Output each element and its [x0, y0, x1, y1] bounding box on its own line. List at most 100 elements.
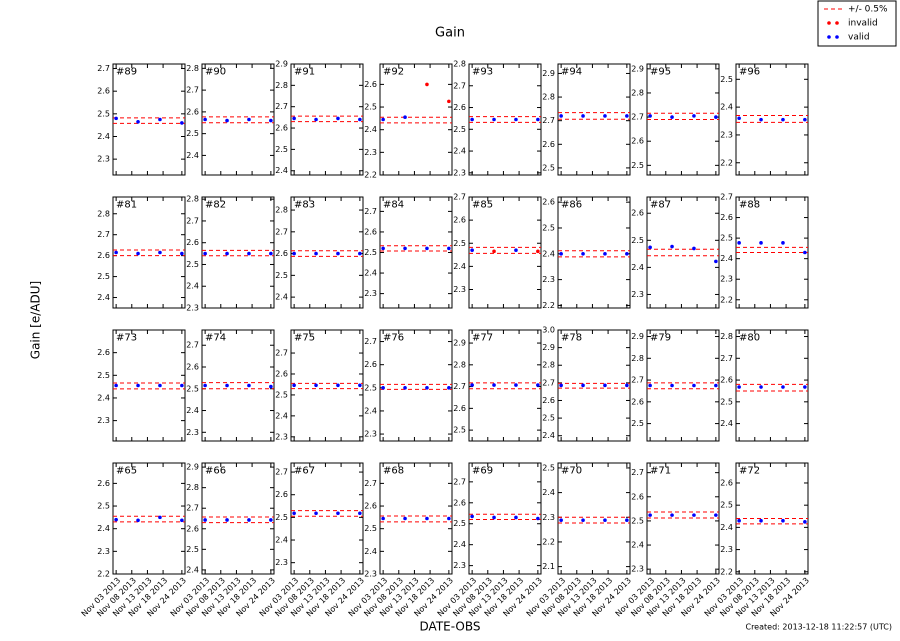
- valid-point: [625, 114, 629, 118]
- y-tick-label: 2.4: [631, 263, 644, 272]
- valid-point: [136, 518, 140, 523]
- y-tick-label: 2.4: [631, 541, 644, 550]
- legend-dot: [827, 35, 831, 39]
- valid-point: [269, 518, 273, 522]
- x-axis-label: DATE-OBS: [420, 620, 481, 634]
- y-tick-label: 2.6: [275, 249, 288, 258]
- valid-point: [692, 114, 696, 118]
- y-tick-label: 2.5: [275, 271, 288, 280]
- y-tick-label: 2.5: [720, 75, 733, 84]
- panel-frame: [646, 329, 720, 442]
- valid-point: [803, 117, 807, 122]
- valid-point: [737, 116, 741, 121]
- y-tick-label: 2.3: [364, 289, 377, 298]
- y-tick-label: 2.6: [453, 404, 466, 413]
- y-tick-label: 2.6: [275, 124, 288, 133]
- y-tick-label: 2.6: [542, 140, 555, 149]
- y-tick-label: 2.7: [720, 193, 733, 202]
- y-tick-label: 2.5: [720, 234, 733, 243]
- valid-point: [514, 383, 518, 387]
- y-tick-label: 2.5: [97, 371, 110, 380]
- legend-dot: [835, 35, 839, 39]
- y-tick-label: 2.6: [275, 369, 288, 378]
- valid-point: [203, 383, 207, 388]
- y-tick-label: 2.4: [364, 125, 377, 134]
- valid-point: [381, 516, 385, 521]
- y-tick-label: 2.3: [631, 565, 644, 574]
- y-tick-label: 2.4: [542, 488, 555, 497]
- panel-frame: [290, 196, 364, 309]
- y-tick-label: 2.4: [97, 293, 110, 302]
- valid-point: [803, 520, 807, 524]
- y-tick-label: 2.5: [631, 161, 644, 170]
- y-tick-label: 2.2: [364, 171, 377, 180]
- y-tick-label: 2.3: [364, 430, 377, 439]
- figure-title: Gain: [435, 26, 465, 41]
- panel-label: #93: [472, 66, 493, 77]
- panel-label: #78: [561, 332, 582, 343]
- panel-label: #91: [294, 66, 315, 77]
- valid-point: [692, 246, 696, 251]
- y-tick-label: 2.5: [453, 519, 466, 528]
- panel-frame: [290, 329, 364, 442]
- y-tick-label: 2.6: [542, 198, 555, 207]
- valid-point: [470, 248, 474, 252]
- y-tick-label: 2.7: [275, 227, 288, 236]
- y-tick-label: 2.7: [720, 354, 733, 363]
- y-tick-label: 2.2: [720, 567, 733, 576]
- valid-point: [714, 259, 718, 264]
- valid-point: [269, 384, 273, 389]
- y-tick-label: 2.6: [364, 227, 377, 236]
- y-tick-label: 2.8: [631, 354, 644, 363]
- valid-point: [136, 251, 140, 256]
- y-tick-label: 2.2: [97, 570, 110, 579]
- legend-label: valid: [848, 33, 870, 43]
- y-tick-label: 2.7: [364, 207, 377, 216]
- valid-point: [559, 251, 563, 256]
- y-tick-label: 2.4: [453, 540, 466, 549]
- valid-point: [203, 117, 207, 122]
- panel-frame: [468, 329, 542, 442]
- panel-label: #71: [650, 465, 671, 476]
- valid-point: [492, 383, 496, 387]
- invalid-point: [536, 249, 540, 254]
- valid-point: [136, 383, 140, 388]
- valid-point: [492, 117, 496, 122]
- valid-point: [336, 383, 340, 388]
- valid-point: [336, 511, 340, 516]
- valid-point: [203, 518, 207, 522]
- valid-point: [336, 251, 340, 256]
- invalid-point: [425, 82, 429, 87]
- y-tick-label: 2.3: [453, 168, 466, 177]
- valid-point: [247, 383, 251, 388]
- y-tick-label: 2.4: [275, 293, 288, 302]
- y-tick-label: 2.3: [720, 545, 733, 554]
- y-tick-label: 2.8: [453, 360, 466, 369]
- valid-point: [714, 115, 718, 119]
- valid-point: [158, 250, 162, 255]
- valid-point: [358, 383, 362, 388]
- y-tick-label: 2.5: [275, 145, 288, 154]
- y-tick-label: 2.6: [364, 502, 377, 511]
- panel-frame: [379, 462, 453, 575]
- valid-point: [670, 513, 674, 517]
- valid-point: [670, 115, 674, 119]
- y-tick-label: 2.3: [275, 432, 288, 441]
- y-tick-label: 2.7: [631, 376, 644, 385]
- panel-frame: [112, 462, 186, 575]
- panel-frame: [557, 462, 631, 575]
- y-tick-label: 2.4: [275, 166, 288, 175]
- y-tick-label: 2.7: [364, 479, 377, 488]
- y-tick-label: 2.5: [364, 248, 377, 257]
- y-tick-label: 2.8: [186, 64, 199, 73]
- valid-point: [314, 383, 318, 388]
- y-tick-label: 2.7: [97, 64, 110, 73]
- valid-point: [403, 516, 407, 521]
- panel-frame: [290, 462, 364, 575]
- panel-label: #92: [383, 66, 404, 77]
- y-tick-label: 2.3: [275, 558, 288, 567]
- y-tick-label: 2.7: [453, 81, 466, 90]
- y-tick-label: 2.5: [631, 236, 644, 245]
- valid-point: [158, 515, 162, 520]
- y-tick-label: 2.5: [542, 163, 555, 172]
